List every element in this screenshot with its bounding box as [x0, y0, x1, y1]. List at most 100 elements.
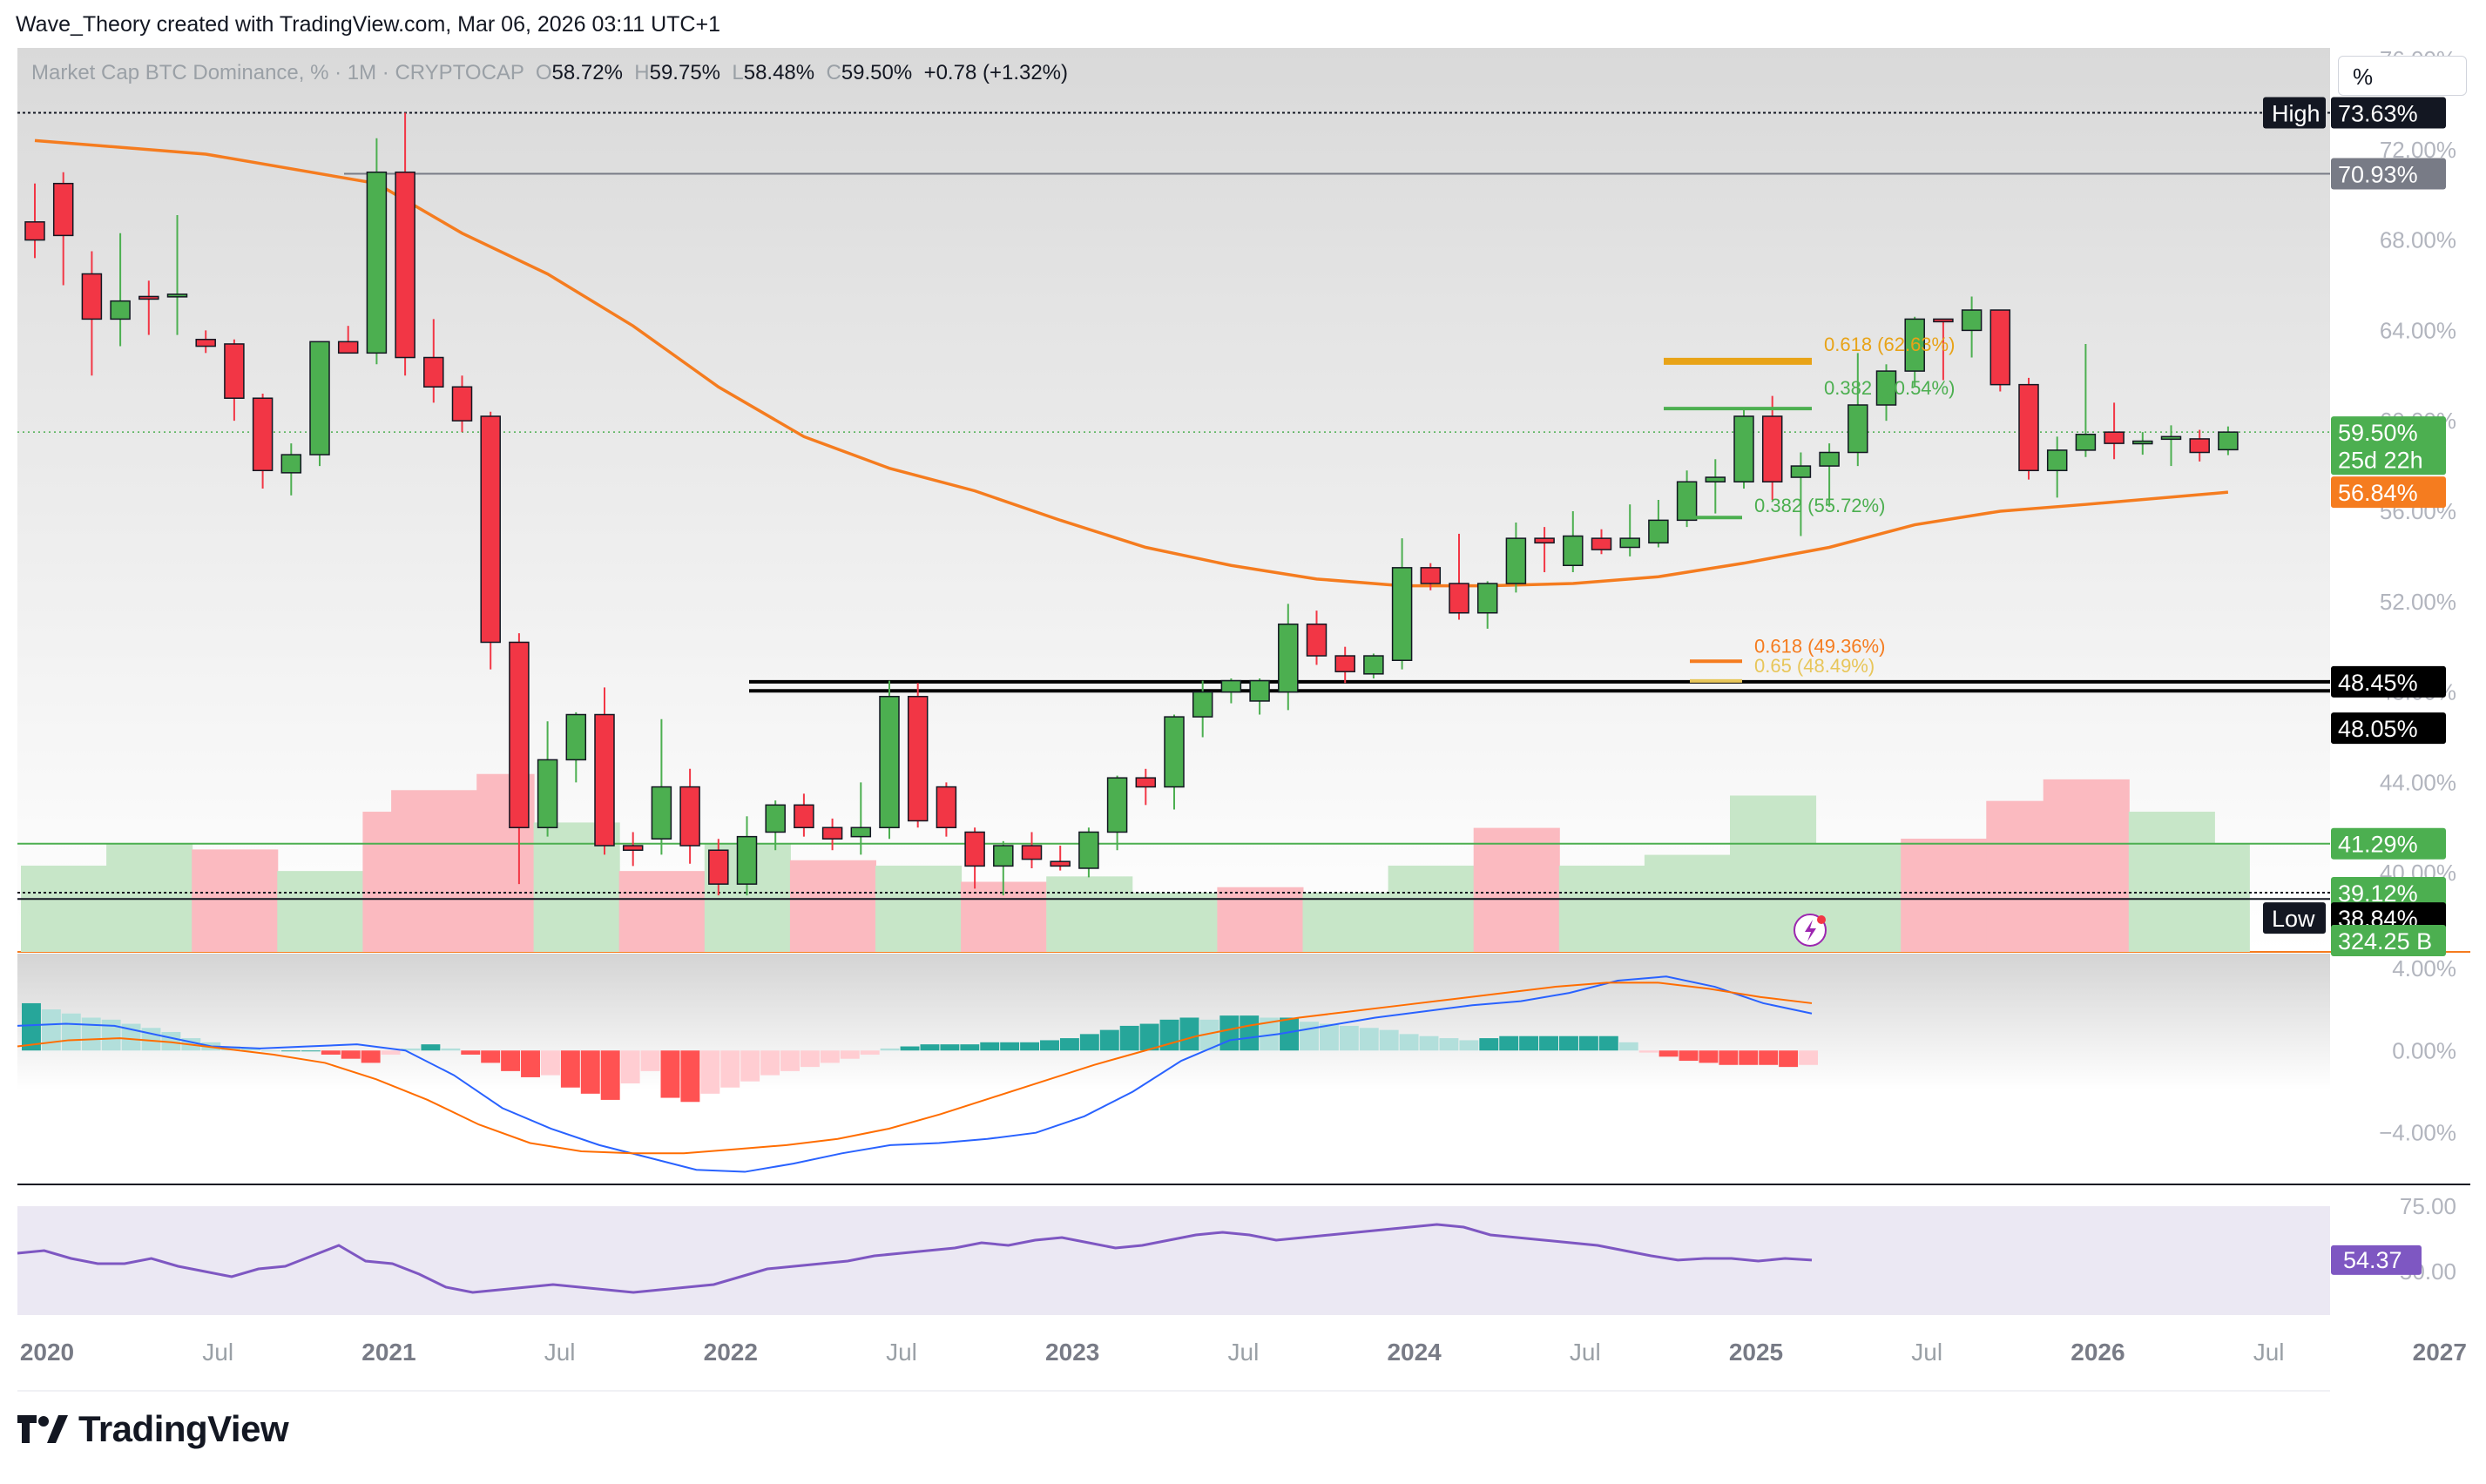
macd-histogram-bar: [301, 1050, 321, 1052]
time-axis-tick: 2022: [704, 1339, 758, 1366]
macd-histogram-bar: [241, 1048, 261, 1051]
open-value: 58.72%: [551, 61, 623, 84]
macd-line: [17, 975, 1813, 1173]
candle: [1135, 777, 1157, 788]
candle: [280, 454, 302, 474]
macd-histogram-bar: [261, 1050, 280, 1052]
volume-area: [362, 812, 393, 952]
macd-histogram-bar: [1439, 1038, 1459, 1051]
candle: [1848, 404, 1868, 454]
time-axis-tick: 2023: [1045, 1339, 1099, 1366]
volume-area: [1644, 854, 1731, 952]
level-tag: [2263, 97, 2326, 129]
macd-pane-background: [17, 954, 2330, 1182]
macd-histogram-bar: [560, 1050, 580, 1088]
candle: [2075, 433, 2097, 451]
macd-histogram-bar: [1459, 1040, 1479, 1051]
candle: [2160, 435, 2182, 441]
macd-histogram-bar: [381, 1050, 401, 1055]
macd-histogram-bar: [221, 1046, 241, 1051]
candle: [1106, 777, 1128, 833]
macd-histogram-bar: [960, 1044, 980, 1051]
macd-histogram-bar: [640, 1050, 660, 1071]
volume-area: [106, 844, 193, 952]
macd-histogram-bar: [1399, 1034, 1419, 1051]
candle: [850, 826, 872, 838]
volume-area: [21, 865, 108, 952]
volume-area: [789, 860, 876, 952]
price-axis-label-value: 70.93%: [2338, 162, 2418, 188]
candle: [1563, 535, 1584, 567]
price-axis-label: [2331, 665, 2446, 698]
macd-histogram-bar: [1119, 1025, 1139, 1051]
macd-histogram-bar: [1319, 1023, 1339, 1051]
macd-histogram-bar: [900, 1046, 920, 1051]
candle: [993, 845, 1014, 867]
candle: [1249, 679, 1270, 702]
macd-histogram-bar: [361, 1050, 381, 1063]
candle: [1391, 567, 1413, 661]
level-tag: [2263, 902, 2326, 934]
candle: [736, 835, 758, 885]
macd-histogram-bar: [1719, 1050, 1739, 1065]
candle: [1989, 309, 2011, 386]
volume-area: [1558, 865, 1645, 952]
macd-histogram-bar: [660, 1050, 680, 1098]
macd-histogram-bar: [1499, 1035, 1519, 1051]
macd-histogram-bar: [1739, 1050, 1759, 1065]
candle: [2132, 440, 2153, 445]
candle: [1334, 655, 1355, 672]
price-axis-label: [2331, 97, 2446, 129]
macd-histogram-bar: [1079, 1034, 1099, 1051]
candle: [509, 641, 530, 829]
candle: [2046, 449, 2068, 472]
fib-level-label: 0.382 (55.72%): [1754, 495, 1885, 516]
macd-histogram-bar: [540, 1050, 560, 1076]
candle: [1420, 567, 1442, 584]
volume-area: [2213, 844, 2250, 952]
macd-histogram-bar: [341, 1050, 361, 1059]
macd-histogram-bar: [1219, 1015, 1240, 1051]
macd-histogram-bar: [1339, 1025, 1359, 1051]
volume-area: [1901, 839, 1988, 952]
candle: [110, 300, 131, 320]
candle: [1278, 623, 1299, 693]
macd-histogram-bar: [1139, 1023, 1159, 1051]
scale-mode-button[interactable]: %: [2338, 56, 2467, 96]
macd-histogram-bar: [1359, 1028, 1379, 1051]
volume-area: [1046, 876, 1133, 952]
price-axis-label: [2331, 476, 2446, 509]
symbol-legend[interactable]: Market Cap BTC Dominance, % · 1M · CRYPT…: [31, 61, 1069, 84]
macd-histogram-bar: [1300, 1022, 1319, 1051]
volume-area: [2128, 812, 2215, 952]
macd-histogram-bar: [1179, 1017, 1199, 1051]
macd-histogram-bar: [81, 1017, 101, 1051]
price-axis-label-value: 41.29%: [2338, 832, 2418, 858]
close-value: 59.50%: [841, 61, 913, 84]
macd-histogram-bar: [101, 1019, 121, 1051]
macd-histogram-bar: [1779, 1050, 1799, 1068]
candle: [480, 415, 501, 644]
brand-footer[interactable]: TradingView: [17, 1408, 289, 1450]
time-axis-tick: Jul: [886, 1339, 917, 1366]
macd-histogram-bar: [1280, 1017, 1300, 1051]
candle: [821, 826, 843, 840]
macd-histogram-bar: [1759, 1050, 1779, 1065]
candle: [936, 786, 957, 829]
candle: [1676, 481, 1698, 522]
symbol-name[interactable]: Market Cap BTC Dominance, % · 1M · CRYPT…: [31, 61, 524, 84]
volume-area: [618, 871, 706, 952]
candle: [2189, 438, 2210, 454]
volume-area: [1473, 827, 1560, 952]
candle: [24, 221, 45, 241]
price-axis-label-value: 73.63%: [2338, 100, 2418, 126]
candle: [1505, 537, 1527, 584]
candle: [651, 786, 672, 840]
macd-histogram-bar: [321, 1050, 341, 1055]
candle: [1220, 679, 1242, 693]
candle: [2104, 431, 2125, 444]
price-axis-label-value: 25d 22h: [2338, 447, 2423, 473]
price-axis-label-value: 48.45%: [2338, 670, 2418, 696]
candle: [565, 713, 587, 761]
